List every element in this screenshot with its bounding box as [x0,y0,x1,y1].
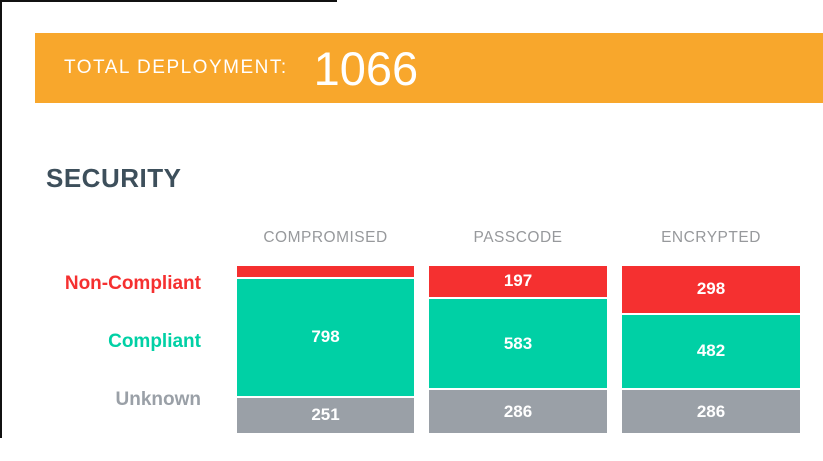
row-label-unknown: Unknown [115,389,202,410]
segment-non-compliant-passcode[interactable]: 197 [429,266,607,297]
bar-compromised: 798 251 [237,266,414,433]
column-header-passcode: PASSCODE [473,229,563,246]
segment-unknown-passcode[interactable]: 286 [429,388,607,433]
total-deployment-value: 1066 [313,41,419,95]
total-deployment-banner: TOTAL DEPLOYMENT: 1066 [35,33,823,103]
segment-non-compliant-compromised[interactable] [237,266,414,277]
bar-passcode: 197 583 286 [429,266,607,433]
total-deployment-label: TOTAL DEPLOYMENT: [64,57,288,78]
segment-compliant-encrypted[interactable]: 482 [622,312,800,389]
window-border-left [0,0,2,438]
column-header-encrypted: ENCRYPTED [661,229,761,246]
segment-unknown-encrypted[interactable]: 286 [622,388,800,433]
row-label-non-compliant: Non-Compliant [64,273,201,294]
segment-compliant-compromised[interactable]: 798 [237,277,414,396]
segment-unknown-compromised[interactable]: 251 [237,395,414,433]
bar-encrypted: 298 482 286 [622,266,800,433]
segment-non-compliant-encrypted[interactable]: 298 [622,266,800,313]
window-border-top [0,0,337,2]
row-label-compliant: Compliant [108,331,201,352]
column-header-compromised: COMPROMISED [263,229,388,246]
segment-compliant-passcode[interactable]: 583 [429,296,607,389]
security-section-title: SECURITY [46,163,182,193]
